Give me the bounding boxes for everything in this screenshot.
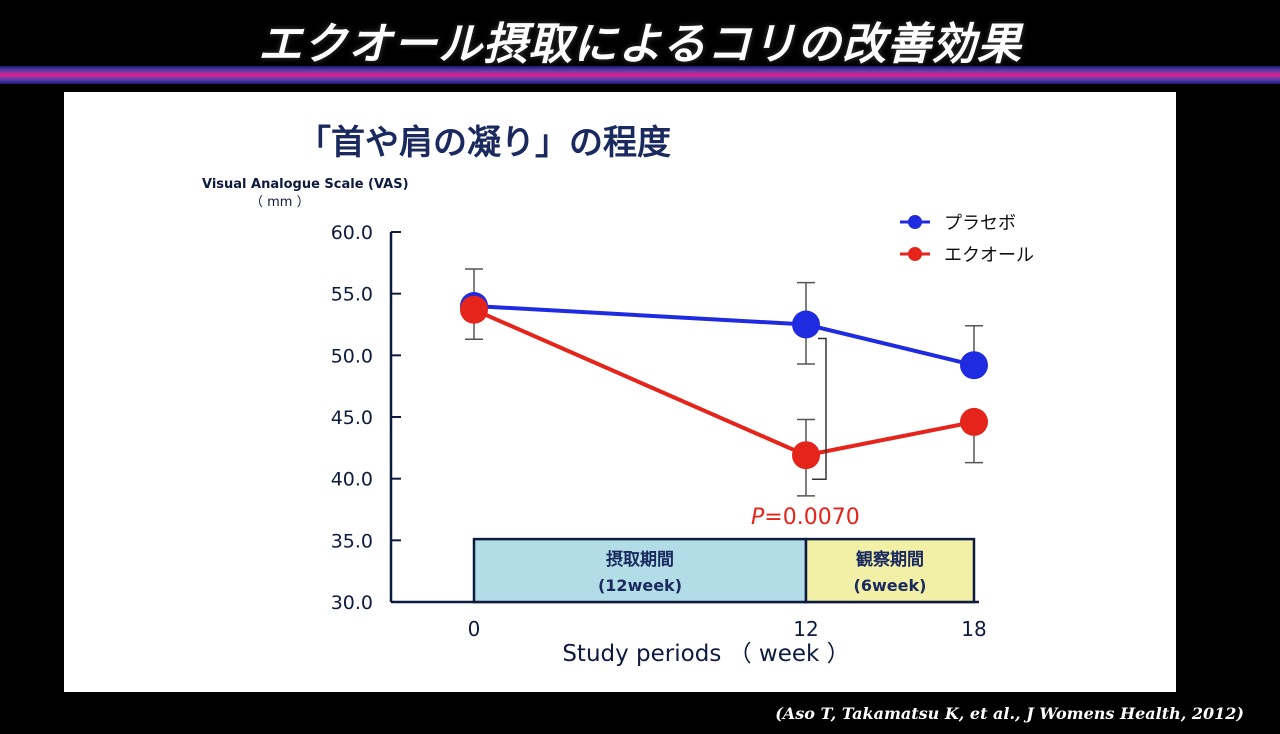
series-line — [473, 307, 975, 458]
y-tick-label: 45.0 — [331, 407, 373, 429]
period-box-1 — [804, 537, 976, 604]
x-tick-label: 12 — [793, 617, 818, 641]
title-banner — [0, 66, 1280, 84]
p-symbol: P — [751, 505, 765, 530]
chart-title: 「首や肩の凝り」の程度 — [297, 123, 671, 163]
y-tick-label: 60.0 — [331, 222, 373, 244]
y-tick-label: 50.0 — [331, 345, 373, 367]
y-axis-label: Visual Analogue Scale (VAS) — [202, 177, 409, 192]
data-point — [792, 441, 820, 470]
data-point — [460, 295, 488, 324]
x-tick-label: 0 — [468, 617, 481, 641]
series-line — [473, 304, 975, 368]
p-value-label: P=0.0070 — [751, 505, 860, 530]
y-axis-unit: （ mm ） — [250, 195, 310, 210]
y-tick-label: 55.0 — [331, 284, 373, 306]
chart-panel: 「首や肩の凝り」の程度 Visual Analogue Scale (VAS) … — [64, 92, 1176, 692]
y-tick-label: 40.0 — [331, 469, 373, 491]
legend-marker — [908, 247, 922, 261]
legend-marker — [908, 215, 922, 229]
period-sublabel: (6week) — [854, 576, 927, 595]
legend-label: プラセボ — [944, 213, 1016, 234]
vas-line-chart: 「首や肩の凝り」の程度 Visual Analogue Scale (VAS) … — [202, 123, 1034, 667]
citation: (Aso T, Takamatsu K, et al., J Womens He… — [775, 704, 1244, 723]
significance-bracket — [812, 337, 827, 480]
period-label: 摂取期間 — [606, 549, 674, 570]
legend-label: エクオール — [944, 245, 1034, 266]
period-sublabel: (12week) — [598, 576, 682, 595]
x-tick-label: 18 — [961, 617, 986, 641]
p-value: =0.0070 — [764, 505, 859, 530]
data-point — [960, 407, 988, 436]
data-point — [792, 310, 820, 339]
data-point — [960, 351, 988, 380]
series-1 — [460, 295, 988, 497]
slide-title: エクオール摂取によるコリの改善効果 — [258, 19, 1022, 70]
series-0 — [460, 268, 988, 380]
y-tick-label: 35.0 — [331, 530, 373, 552]
y-tick-label: 30.0 — [331, 592, 373, 614]
x-axis-label: Study periods （ week ） — [562, 641, 849, 667]
period-label: 観察期間 — [856, 549, 924, 570]
